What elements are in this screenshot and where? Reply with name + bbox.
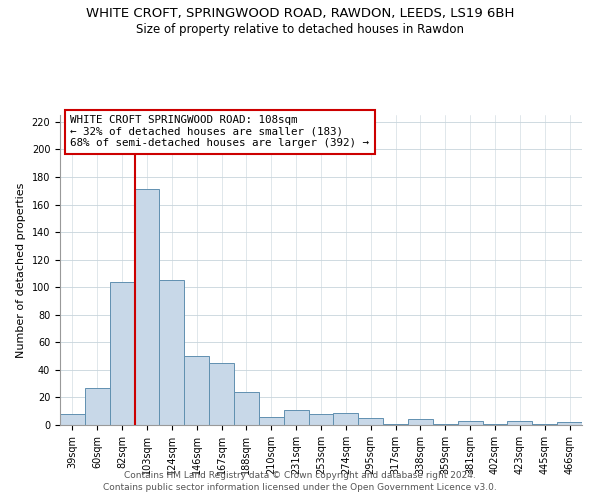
Bar — [532, 424, 557, 425]
Bar — [433, 424, 458, 425]
Text: WHITE CROFT, SPRINGWOOD ROAD, RAWDON, LEEDS, LS19 6BH: WHITE CROFT, SPRINGWOOD ROAD, RAWDON, LE… — [86, 8, 514, 20]
Y-axis label: Number of detached properties: Number of detached properties — [16, 182, 26, 358]
Text: Size of property relative to detached houses in Rawdon: Size of property relative to detached ho… — [136, 22, 464, 36]
Bar — [408, 420, 433, 425]
Bar — [284, 410, 308, 425]
Bar — [209, 363, 234, 425]
Bar — [259, 416, 284, 425]
Bar — [383, 424, 408, 425]
Bar — [110, 282, 134, 425]
Bar — [234, 392, 259, 425]
Bar — [458, 421, 482, 425]
Bar — [508, 421, 532, 425]
Bar — [134, 190, 160, 425]
Bar — [308, 414, 334, 425]
Text: WHITE CROFT SPRINGWOOD ROAD: 108sqm
← 32% of detached houses are smaller (183)
6: WHITE CROFT SPRINGWOOD ROAD: 108sqm ← 32… — [70, 115, 370, 148]
Bar — [60, 414, 85, 425]
Bar — [358, 418, 383, 425]
Text: Contains HM Land Registry data © Crown copyright and database right 2024.
Contai: Contains HM Land Registry data © Crown c… — [103, 471, 497, 492]
Bar — [85, 388, 110, 425]
Bar — [482, 424, 508, 425]
Bar — [160, 280, 184, 425]
Bar — [557, 422, 582, 425]
Bar — [184, 356, 209, 425]
Bar — [334, 412, 358, 425]
